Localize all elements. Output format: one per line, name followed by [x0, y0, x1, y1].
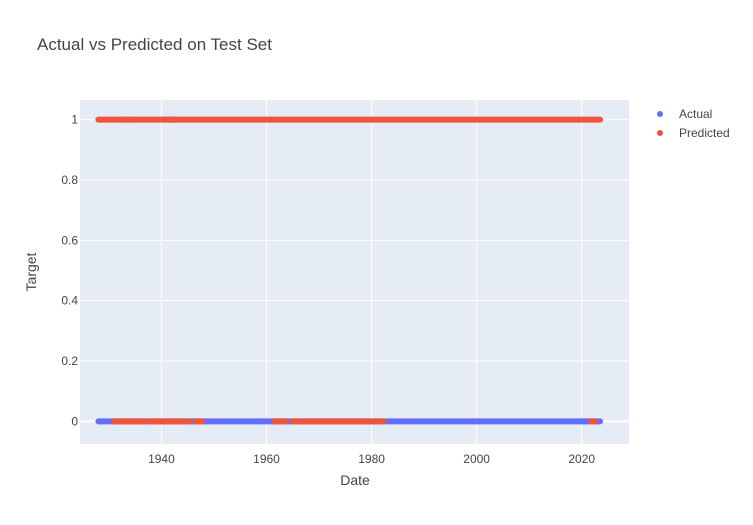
data-point-run [289, 418, 372, 425]
x-tick-label: 1940 [148, 452, 175, 466]
data-point-run [368, 418, 379, 425]
y-tick-label: 0.6 [61, 233, 78, 247]
x-tick-label: 1980 [358, 452, 385, 466]
y-tick-label: 0.4 [61, 294, 78, 308]
data-point-run [588, 418, 599, 425]
x-axis-title: Date [340, 472, 370, 488]
y-tick-label: 1 [71, 113, 78, 127]
x-axis-ticks: 1940 1960 1980 2000 2020 [148, 452, 595, 466]
legend-label-actual: Actual [679, 107, 712, 121]
x-tick-label: 2020 [568, 452, 595, 466]
x-tick-label: 2000 [463, 452, 490, 466]
x-tick-label: 1960 [253, 452, 280, 466]
legend-marker-predicted [657, 130, 663, 136]
chart-title: Actual vs Predicted on Test Set [37, 35, 272, 54]
data-point-run [95, 116, 604, 123]
y-tick-label: 0.2 [61, 354, 78, 368]
data-point-run [144, 418, 193, 425]
data-point-run [271, 418, 289, 425]
data-points [95, 116, 604, 425]
y-tick-label: 0 [71, 414, 78, 428]
legend-item-actual[interactable]: Actual [657, 107, 712, 121]
y-axis-ticks: 0 0.2 0.4 0.6 0.8 1 [61, 113, 78, 429]
data-point-run [111, 418, 147, 425]
legend-marker-actual [657, 111, 663, 117]
data-point-run [376, 418, 387, 425]
legend: Actual Predicted [657, 107, 730, 140]
y-axis-title: Target [23, 252, 39, 291]
legend-item-predicted[interactable]: Predicted [657, 126, 730, 140]
plot-area[interactable] [80, 100, 629, 444]
legend-label-predicted: Predicted [679, 126, 730, 140]
data-point-run [192, 418, 206, 425]
series-predicted [95, 116, 604, 425]
y-tick-label: 0.8 [61, 173, 78, 187]
